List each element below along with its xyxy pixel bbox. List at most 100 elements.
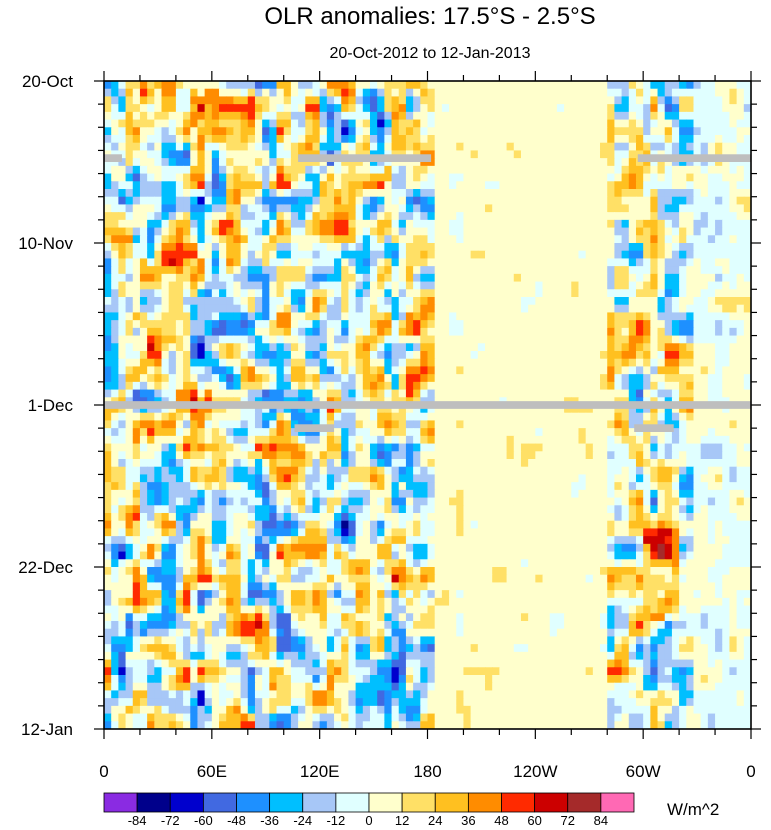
anomaly-cell (743, 119, 751, 128)
anomaly-cell (384, 412, 393, 422)
anomaly-cell (348, 335, 357, 344)
anomaly-cell (686, 389, 695, 398)
anomaly-cell (111, 227, 119, 236)
anomaly-cell (542, 219, 551, 229)
anomaly-cell (449, 165, 457, 175)
anomaly-cell (621, 219, 630, 229)
anomaly-cell (556, 204, 565, 213)
anomaly-cell (377, 343, 385, 352)
anomaly-cell (499, 111, 508, 121)
anomaly-cell (211, 212, 220, 221)
anomaly-cell (578, 366, 587, 375)
anomaly-cell (485, 420, 493, 429)
anomaly-cell (341, 435, 350, 445)
anomaly-cell (104, 335, 112, 344)
anomaly-cell (139, 489, 148, 499)
anomaly-cell (614, 258, 623, 267)
anomaly-cell (571, 219, 580, 229)
anomaly-cell (183, 96, 191, 105)
anomaly-cell (132, 505, 141, 514)
anomaly-cell (319, 181, 328, 190)
anomaly-cell (377, 227, 385, 236)
anomaly-cell (700, 289, 709, 298)
anomaly-cell (600, 250, 608, 260)
anomaly-cell (168, 451, 177, 460)
anomaly-cell (247, 420, 256, 429)
anomaly-cell (715, 358, 723, 368)
anomaly-cell (118, 489, 127, 499)
anomaly-cell (736, 428, 745, 437)
anomaly-cell (211, 104, 220, 113)
anomaly-cell (441, 358, 450, 368)
anomaly-cell (312, 111, 321, 121)
anomaly-cell (247, 351, 256, 360)
anomaly-cell (492, 273, 500, 283)
anomaly-cell (441, 381, 450, 391)
anomaly-cell (398, 304, 407, 314)
anomaly-cell (650, 158, 659, 167)
anomaly-cell (290, 212, 299, 221)
anomaly-cell (578, 312, 587, 321)
anomaly-cell (326, 451, 335, 460)
anomaly-cell (686, 405, 695, 414)
anomaly-cell (614, 104, 623, 113)
anomaly-cell (549, 243, 558, 252)
anomaly-cell (693, 366, 702, 375)
anomaly-cell (485, 335, 493, 344)
anomaly-cell (211, 250, 220, 260)
anomaly-cell (341, 297, 350, 306)
anomaly-cell (254, 189, 263, 198)
anomaly-cell (456, 374, 465, 383)
anomaly-cell (513, 451, 522, 460)
anomaly-cell (355, 243, 364, 252)
anomaly-cell (686, 304, 695, 314)
anomaly-cell (707, 173, 716, 182)
anomaly-cell (686, 273, 695, 283)
anomaly-cell (679, 96, 687, 105)
anomaly-cell (736, 289, 745, 298)
anomaly-cell (513, 235, 522, 244)
anomaly-cell (104, 428, 112, 437)
anomaly-cell (154, 196, 163, 206)
anomaly-cell (441, 374, 450, 383)
anomaly-cell (312, 243, 321, 252)
anomaly-cell (671, 212, 680, 221)
anomaly-cell (657, 219, 666, 229)
anomaly-cell (686, 127, 695, 136)
anomaly-cell (348, 173, 357, 182)
anomaly-cell (398, 235, 407, 244)
anomaly-cell (477, 181, 486, 190)
anomaly-cell (463, 405, 472, 414)
anomaly-cell (219, 435, 227, 445)
anomaly-cell (707, 351, 716, 360)
anomaly-cell (161, 435, 170, 445)
anomaly-cell (197, 173, 206, 182)
anomaly-cell (276, 351, 285, 360)
anomaly-cell (549, 111, 558, 121)
anomaly-cell (628, 312, 637, 321)
anomaly-cell (571, 289, 580, 298)
anomaly-cell (104, 119, 112, 128)
anomaly-cell (592, 497, 601, 506)
anomaly-cell (197, 165, 206, 175)
anomaly-cell (369, 96, 378, 105)
anomaly-cell (147, 212, 155, 221)
anomaly-cell (506, 189, 515, 198)
anomaly-cell (240, 81, 249, 90)
anomaly-cell (254, 459, 263, 468)
anomaly-cell (535, 405, 544, 414)
anomaly-cell (427, 497, 436, 506)
anomaly-cell (348, 405, 357, 414)
anomaly-cell (362, 135, 371, 144)
anomaly-cell (341, 173, 350, 182)
anomaly-cell (542, 212, 551, 221)
anomaly-cell (233, 204, 242, 213)
anomaly-cell (269, 243, 278, 252)
anomaly-cell (600, 489, 608, 499)
anomaly-cell (219, 351, 227, 360)
anomaly-cell (305, 497, 314, 506)
anomaly-cell (161, 266, 170, 275)
anomaly-cell (269, 181, 278, 190)
anomaly-cell (269, 312, 278, 321)
anomaly-cell (226, 304, 234, 314)
